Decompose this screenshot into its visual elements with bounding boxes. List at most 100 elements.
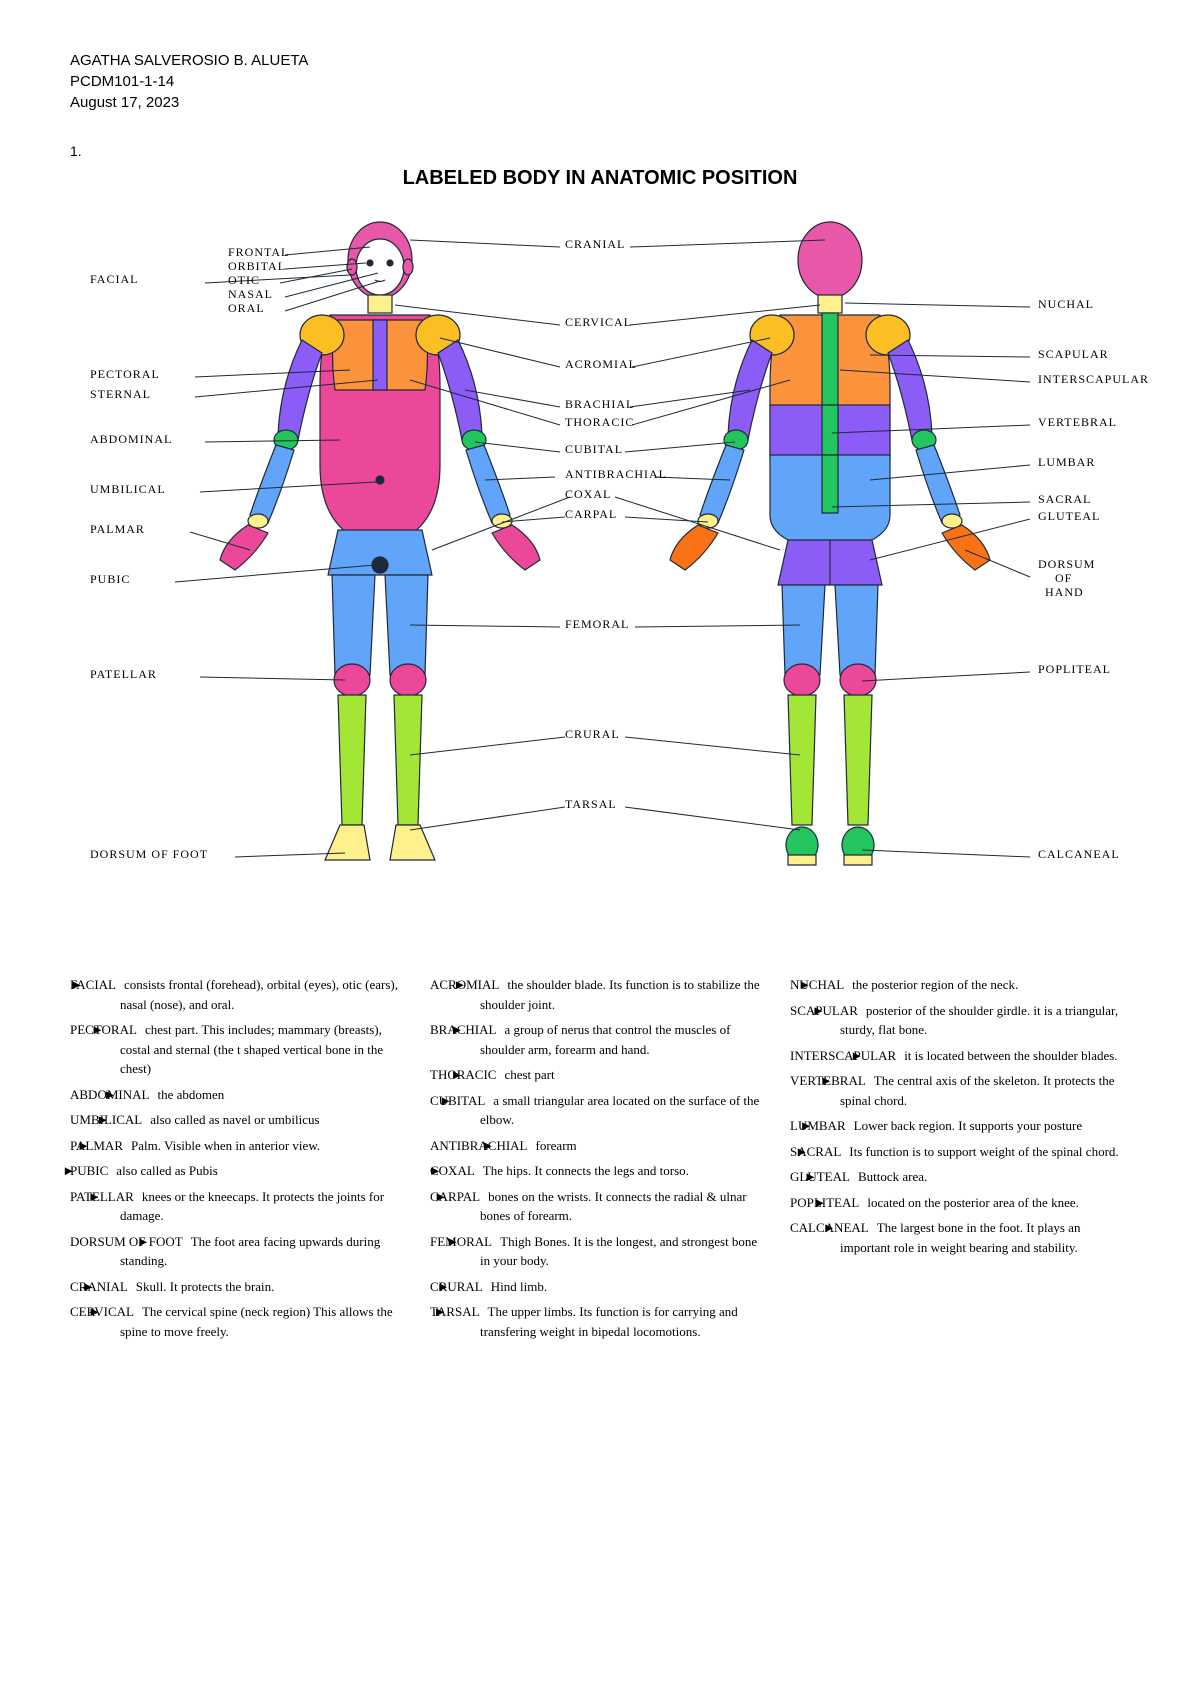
definition-text: located on the posterior area of the kne…	[867, 1195, 1079, 1210]
document-header: AGATHA SALVEROSIO B. ALUETA PCDM101-1-14…	[70, 50, 1130, 113]
anatomy-label: SCAPULAR	[1038, 347, 1109, 362]
anatomy-label: GLUTEAL	[1038, 509, 1100, 524]
definition-item: INTERSCAPULAR►it is located between the …	[790, 1046, 1130, 1066]
anatomy-label: ANTIBRACHIAL	[565, 467, 667, 482]
definition-text: it is located between the shoulder blade…	[904, 1048, 1117, 1063]
definition-text: a small triangular area located on the s…	[480, 1093, 759, 1128]
anatomy-label: OTIC	[228, 273, 260, 288]
anatomy-label: LUMBAR	[1038, 455, 1095, 470]
definition-term: PATELLAR	[70, 1189, 134, 1204]
definitions-section: FACIAL►consists frontal (forehead), orbi…	[70, 975, 1130, 1347]
anatomy-label: SACRAL	[1038, 492, 1091, 507]
definition-text: The hips. It connects the legs and torso…	[483, 1163, 689, 1178]
definition-term: CUBITAL	[430, 1093, 485, 1108]
definition-item: PECTORAL►chest part. This includes; mamm…	[70, 1020, 410, 1079]
definition-item: ABDOMINAL►the abdomen	[70, 1085, 410, 1105]
definition-item: FACIAL►consists frontal (forehead), orbi…	[70, 975, 410, 1014]
definition-term: THORACIC	[430, 1067, 496, 1082]
definition-term: GLUTEAL	[790, 1169, 850, 1184]
definition-text: The upper limbs. Its function is for car…	[480, 1304, 738, 1339]
anatomy-label: CARPAL	[565, 507, 617, 522]
anatomy-label: FACIAL	[90, 272, 138, 287]
definition-item: PALMAR►Palm. Visible when in anterior vi…	[70, 1136, 410, 1156]
definition-item: LUMBAR►Lower back region. It supports yo…	[790, 1116, 1130, 1136]
anatomy-label: CUBITAL	[565, 442, 623, 457]
definition-item: TARSAL►The upper limbs. Its function is …	[430, 1302, 770, 1341]
anatomy-label: FRONTAL	[228, 245, 289, 260]
student-name: AGATHA SALVEROSIO B. ALUETA	[70, 50, 1130, 71]
definition-item: FEMORAL►Thigh Bones. It is the longest, …	[430, 1232, 770, 1271]
definition-term: PUBIC	[70, 1163, 108, 1178]
definition-text: Buttock area.	[858, 1169, 927, 1184]
definition-term: ANTIBRACHIAL	[430, 1138, 528, 1153]
definition-text: a group of nerus that control the muscle…	[480, 1022, 730, 1057]
definition-text: the abdomen	[157, 1087, 224, 1102]
definitions-col-1: FACIAL►consists frontal (forehead), orbi…	[70, 975, 410, 1347]
definition-item: CALCANEAL►The largest bone in the foot. …	[790, 1218, 1130, 1257]
definition-item: VERTEBRAL►The central axis of the skelet…	[790, 1071, 1130, 1110]
anatomy-label: DORSUM OF FOOT	[90, 847, 208, 862]
definition-term: LUMBAR	[790, 1118, 846, 1133]
definition-term: CRANIAL	[70, 1279, 128, 1294]
definition-item: ACROMIAL►the shoulder blade. Its functio…	[430, 975, 770, 1014]
question-number: 1.	[70, 143, 1130, 159]
anatomy-label: ORAL	[228, 301, 265, 316]
anatomy-label: THORACIC	[565, 415, 634, 430]
anatomy-label: NASAL	[228, 287, 273, 302]
definition-text: consists frontal (forehead), orbital (ey…	[120, 977, 398, 1012]
definition-text: The central axis of the skeleton. It pro…	[840, 1073, 1115, 1108]
anatomy-label: PECTORAL	[90, 367, 160, 382]
definition-text: Skull. It protects the brain.	[136, 1279, 275, 1294]
definition-item: PATELLAR►knees or the kneecaps. It prote…	[70, 1187, 410, 1226]
definitions-col-3: NUCHAL►the posterior region of the neck.…	[790, 975, 1130, 1347]
diagram-title: LABELED BODY IN ANATOMIC POSITION	[70, 167, 1130, 190]
definition-item: NUCHAL►the posterior region of the neck.	[790, 975, 1130, 995]
definition-item: BRACHIAL►a group of nerus that control t…	[430, 1020, 770, 1059]
definition-text: Lower back region. It supports your post…	[854, 1118, 1083, 1133]
course-code: PCDM101-1-14	[70, 71, 1130, 92]
anatomy-label: POPLITEAL	[1038, 662, 1111, 677]
anatomy-label: CERVICAL	[565, 315, 632, 330]
definition-item: CRURAL►Hind limb.	[430, 1277, 770, 1297]
definition-term: CERVICAL	[70, 1304, 134, 1319]
definition-text: the shoulder blade. Its function is to s…	[480, 977, 760, 1012]
definition-term: INTERSCAPULAR	[790, 1048, 896, 1063]
definition-item: CARPAL►bones on the wrists. It connects …	[430, 1187, 770, 1226]
anatomy-label: CALCANEAL	[1038, 847, 1120, 862]
definition-text: also called as Pubis	[116, 1163, 217, 1178]
anatomy-label: PATELLAR	[90, 667, 157, 682]
definition-text: Palm. Visible when in anterior view.	[131, 1138, 320, 1153]
anatomy-label: CRANIAL	[565, 237, 625, 252]
back-body	[670, 222, 990, 865]
definition-text: chest part	[504, 1067, 554, 1082]
definition-item: DORSUM OF FOOT►The foot area facing upwa…	[70, 1232, 410, 1271]
anatomy-label: PUBIC	[90, 572, 130, 587]
anatomy-label: CRURAL	[565, 727, 620, 742]
anatomy-label: PALMAR	[90, 522, 145, 537]
anatomy-label: DORSUM	[1038, 557, 1095, 572]
anatomy-label: HAND	[1045, 585, 1084, 600]
anatomy-label: TARSAL	[565, 797, 617, 812]
definition-item: SACRAL►Its function is to support weight…	[790, 1142, 1130, 1162]
definition-text: posterior of the shoulder girdle. it is …	[840, 1003, 1118, 1038]
definition-item: ANTIBRACHIAL►forearm	[430, 1136, 770, 1156]
definition-item: COXAL►The hips. It connects the legs and…	[430, 1161, 770, 1181]
anatomy-label: BRACHIAL	[565, 397, 634, 412]
anatomy-label: ORBITAL	[228, 259, 286, 274]
anatomy-label: STERNAL	[90, 387, 151, 402]
definition-item: THORACIC►chest part	[430, 1065, 770, 1085]
document-date: August 17, 2023	[70, 92, 1130, 113]
front-body	[220, 222, 540, 860]
definition-text: Its function is to support weight of the…	[849, 1144, 1118, 1159]
definition-item: CERVICAL►The cervical spine (neck region…	[70, 1302, 410, 1341]
anatomy-label: FEMORAL	[565, 617, 629, 632]
definition-text: also called as navel or umbilicus	[150, 1112, 319, 1127]
definition-item: SCAPULAR►posterior of the shoulder girdl…	[790, 1001, 1130, 1040]
anatomy-label: VERTEBRAL	[1038, 415, 1117, 430]
definition-item: POPLITEAL►located on the posterior area …	[790, 1193, 1130, 1213]
anatomy-label: OF	[1055, 571, 1072, 586]
anatomy-label: ACROMIAL	[565, 357, 637, 372]
anatomy-label: ABDOMINAL	[90, 432, 172, 447]
anatomy-label: UMBILICAL	[90, 482, 166, 497]
definition-text: The largest bone in the foot. It plays a…	[840, 1220, 1080, 1255]
